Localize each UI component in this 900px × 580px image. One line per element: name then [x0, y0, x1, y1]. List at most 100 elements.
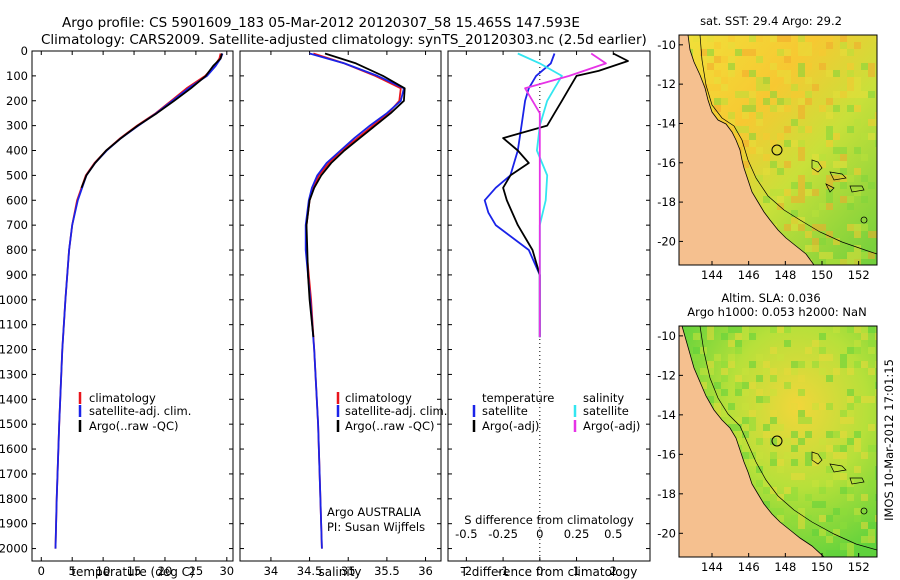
map-cell [777, 515, 784, 522]
map-cell [868, 70, 875, 77]
x-tick-label: 35 [341, 564, 356, 578]
map-cell [826, 536, 833, 543]
map-cell [840, 147, 847, 154]
map-cell [791, 182, 798, 189]
map-cell [714, 410, 721, 417]
map-cell [735, 375, 742, 382]
map-x-tick-label: 144 [701, 268, 723, 282]
map-cell [749, 35, 756, 42]
map-cell [819, 203, 826, 210]
map-cell [854, 105, 861, 112]
map-cell [840, 459, 847, 466]
map-y-tick-label: -14 [657, 408, 676, 422]
map-cell [819, 63, 826, 70]
difference-panel: -2 -1 0 1 2 -0.5 -0.25 0 0.25 0.5 [448, 50, 650, 578]
map-cell [700, 368, 707, 375]
map-cell [728, 354, 735, 361]
map-cell [826, 431, 833, 438]
map-cell [805, 91, 812, 98]
map-cell [784, 35, 791, 42]
map-cell [742, 126, 749, 133]
map-cell [854, 466, 861, 473]
map-cell [749, 70, 756, 77]
map-cell [742, 326, 749, 333]
map-cell [847, 105, 854, 112]
map-cell [763, 424, 770, 431]
map-cell [728, 63, 735, 70]
map-cell [749, 105, 756, 112]
map-cell [812, 168, 819, 175]
map-cell [770, 161, 777, 168]
map-x-tick-label: 150 [811, 560, 833, 574]
map-cell [833, 445, 840, 452]
map-sst-title: sat. SST: 29.4 Argo: 29.2 [700, 14, 842, 28]
map-cell [861, 91, 868, 98]
map-cell [812, 161, 819, 168]
map-cell [784, 494, 791, 501]
map-cell [784, 49, 791, 56]
legend-label-sal-argo: Argo(-adj) [583, 419, 640, 433]
reef-marker [860, 216, 868, 224]
map-cell [840, 452, 847, 459]
map-cell [742, 368, 749, 375]
map-cell [742, 403, 749, 410]
map-cell [693, 35, 700, 42]
map-cell [868, 536, 875, 543]
map-cell [791, 210, 798, 217]
map-cell [847, 196, 854, 203]
map-cell [749, 417, 756, 424]
map-cell [847, 259, 854, 265]
x2-tick-label: -0.25 [488, 527, 518, 541]
map-cell [791, 196, 798, 203]
legend-label-climatology: climatology [89, 391, 156, 405]
map-cell [784, 438, 791, 445]
map-cell [826, 70, 833, 77]
map-cell [777, 326, 784, 333]
map-cell [854, 84, 861, 91]
map-cell [777, 49, 784, 56]
salinity-annotation-line1: Argo AUSTRALIA [327, 505, 421, 519]
map-cell [826, 133, 833, 140]
map-cell [805, 49, 812, 56]
map-cell [861, 396, 868, 403]
map-cell [840, 161, 847, 168]
map-cell [756, 438, 763, 445]
map-cell [805, 63, 812, 70]
map-cell [840, 354, 847, 361]
map-cell [819, 161, 826, 168]
map-cell [847, 49, 854, 56]
series-line-salinity-argo-adj [524, 52, 607, 338]
map-cell [805, 417, 812, 424]
map-cell [819, 452, 826, 459]
map-cell [805, 182, 812, 189]
map-cell [826, 196, 833, 203]
map-cell [798, 42, 805, 49]
map-cell [854, 91, 861, 98]
map-cell [742, 161, 749, 168]
map-y-tick-label: -16 [657, 447, 676, 461]
map-cell [763, 84, 770, 91]
map-cell [728, 42, 735, 49]
map-cell [798, 375, 805, 382]
map-cell [728, 361, 735, 368]
map-cell [833, 105, 840, 112]
map-cell [847, 417, 854, 424]
map-cell [784, 161, 791, 168]
map-cell [798, 105, 805, 112]
map-cell [854, 515, 861, 522]
x-tick-label: 0 [38, 564, 45, 578]
map-cell [735, 347, 742, 354]
map-cell [749, 91, 756, 98]
map-cell [707, 333, 714, 340]
map-cell [784, 56, 791, 63]
map-cell [847, 91, 854, 98]
map-cell [763, 77, 770, 84]
map-cell [868, 133, 875, 140]
map-cell [812, 340, 819, 347]
map-cell [826, 112, 833, 119]
map-cell [847, 203, 854, 210]
map-cell [728, 56, 735, 63]
map-y-tick-label: -20 [657, 526, 676, 540]
difference-x2label: S difference from climatology [464, 513, 634, 527]
map-cell [777, 105, 784, 112]
